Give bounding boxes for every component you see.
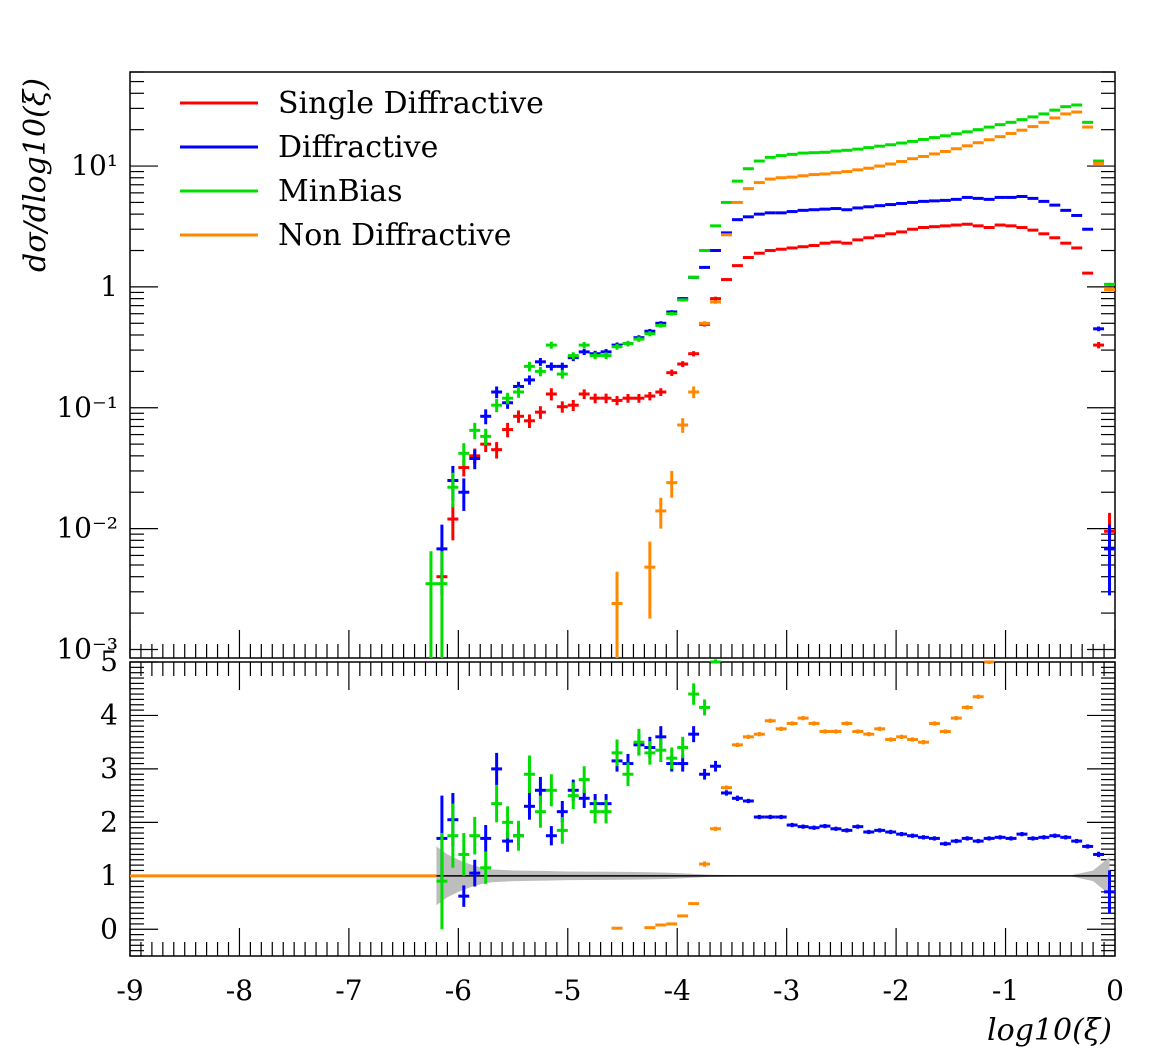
series-non-diffractive <box>611 110 1115 658</box>
x-tick-label: -5 <box>554 974 581 1007</box>
x-tick-label: -6 <box>445 974 472 1007</box>
x-axis-title: log10(ξ) <box>987 1013 1112 1048</box>
x-tick-label: -1 <box>992 974 1019 1007</box>
x-tick-label: -8 <box>226 974 253 1007</box>
x-tick-label: 0 <box>1106 974 1124 1007</box>
top-panel: 10⁻³ 10⁻² 10⁻¹ 1 10¹ <box>56 71 1116 665</box>
legend-label: Diffractive <box>278 130 438 165</box>
ratio-y-tick-label: 0 <box>100 912 118 945</box>
legend-label: Non Diffractive <box>278 218 512 253</box>
ratio-y-tick-label: 2 <box>100 805 118 838</box>
legend-label: Single Diffractive <box>278 86 544 121</box>
y-tick-label: 10⁻³ <box>56 632 118 665</box>
legend-label: MinBias <box>278 174 403 209</box>
x-tick-label: -4 <box>664 974 691 1007</box>
y-tick-label: 10⁻² <box>56 512 118 545</box>
x-axis: -9 -8 -7 -6 -5 -4 -3 -2 -1 0 <box>116 630 1124 1007</box>
ratio-series-2 <box>611 660 995 930</box>
y-tick-label: 10⁻¹ <box>56 391 118 424</box>
ratio-series-1 <box>436 659 721 930</box>
ratio-y-tick-label: 5 <box>100 645 118 678</box>
ratio-y-tick-label: 4 <box>100 698 118 731</box>
x-tick-label: -3 <box>773 974 800 1007</box>
y-tick-label: 1 <box>100 270 118 303</box>
x-tick-label: -7 <box>335 974 362 1007</box>
y-tick-label: 10¹ <box>71 149 118 182</box>
ratio-y-tick-label: 3 <box>100 752 118 785</box>
y-axis-title: dσ/dlog10(ξ) <box>18 78 53 272</box>
legend: Single Diffractive Diffractive MinBias Non … <box>180 86 544 253</box>
ratio-y-tick-label: 1 <box>100 859 118 892</box>
ratio-panel: 0 1 2 3 4 5 <box>100 645 1116 957</box>
series-minbias <box>425 103 1115 658</box>
x-tick-label: -2 <box>882 974 909 1007</box>
x-tick-label: -9 <box>116 974 143 1007</box>
